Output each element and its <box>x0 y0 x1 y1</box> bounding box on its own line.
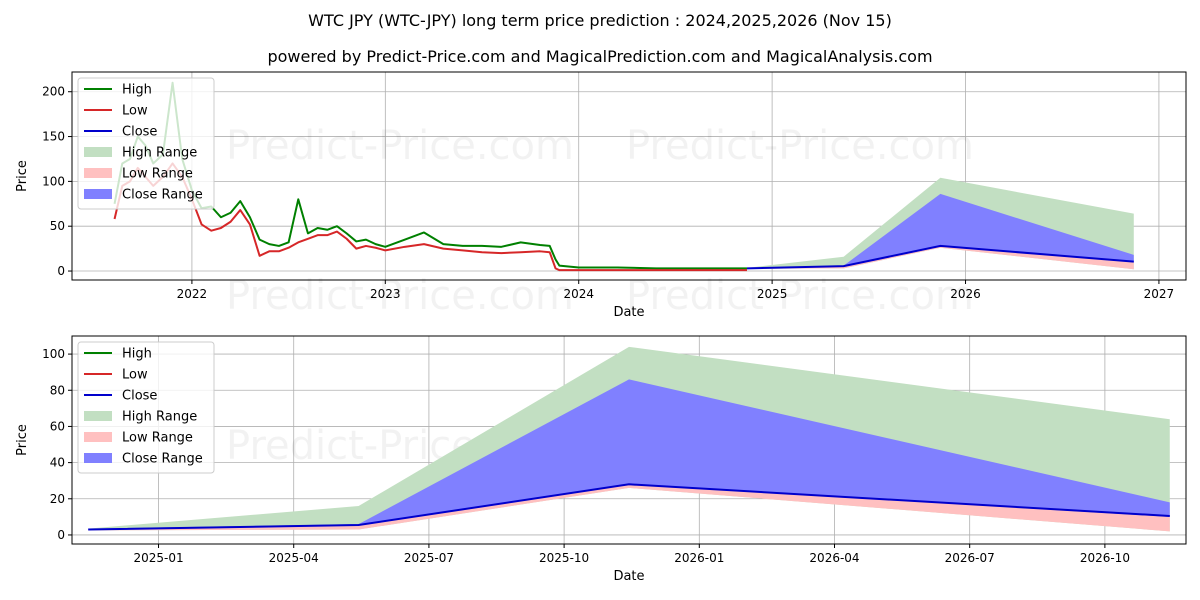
legend-label: Low <box>122 368 148 383</box>
chart-subtitle: powered by Predict-Price.com and Magical… <box>267 47 932 66</box>
x-tick-label: 2026 <box>950 287 981 301</box>
x-tick-label: 2026-04 <box>809 551 859 565</box>
x-tick-label: 2023 <box>370 287 401 301</box>
legend-label: Close <box>122 125 157 140</box>
chart-title: WTC JPY (WTC-JPY) long term price predic… <box>308 11 892 30</box>
bottom-panel: Predict-Price.comPredict-Price.com2025-0… <box>15 335 1187 584</box>
legend-label: Low Range <box>122 431 193 446</box>
top-panel: Predict-Price.com Predict-Price.com Predic… <box>15 71 1187 320</box>
legend-label: High Range <box>122 146 197 161</box>
y-tick-label: 0 <box>57 528 65 542</box>
x-tick-label: 2026-01 <box>674 551 724 565</box>
x-tick-label: 2025 <box>757 287 788 301</box>
x-axis-label: Date <box>613 305 644 320</box>
x-tick-label: 2026-10 <box>1080 551 1130 565</box>
x-tick-label: 2024 <box>563 287 594 301</box>
x-tick-label: 2025-01 <box>133 551 183 565</box>
plot-frame <box>71 71 1187 281</box>
legend-swatch <box>84 189 112 199</box>
y-tick-label: 40 <box>50 456 65 470</box>
legend-label: Close <box>122 389 157 404</box>
low-range-area <box>88 484 1170 532</box>
x-axis-label: Date <box>613 569 644 584</box>
x-tick-label: 2025-10 <box>539 551 589 565</box>
low-range-area <box>746 245 1134 270</box>
legend-label: Close Range <box>122 452 203 467</box>
legend-label: High Range <box>122 410 197 425</box>
legend-swatch <box>84 453 112 463</box>
legend-swatch <box>84 432 112 442</box>
close-range-area <box>88 379 1170 530</box>
x-tick-label: 2022 <box>177 287 208 301</box>
watermark-text: Predict-Price.com <box>626 273 974 319</box>
x-tick-label: 2025-07 <box>404 551 454 565</box>
y-tick-label: 50 <box>50 219 65 233</box>
y-tick-label: 20 <box>50 492 65 506</box>
legend-label: Low <box>122 104 148 119</box>
legend: High Low Close High Range Low Range Close Ran… <box>77 77 215 210</box>
close-line <box>88 483 1170 531</box>
legend-swatch <box>84 411 112 421</box>
legend-swatch <box>84 147 112 157</box>
close-line <box>746 244 1134 270</box>
y-axis-label: Price <box>15 424 30 456</box>
legend-label: High <box>122 347 152 362</box>
legend-swatch <box>84 168 112 178</box>
watermark-text: Predict-Price.com <box>226 273 574 319</box>
y-tick-label: 150 <box>42 130 65 144</box>
x-tick-label: 2026-07 <box>945 551 995 565</box>
legend-label: High <box>122 83 152 98</box>
close-range-area <box>746 193 1134 269</box>
y-axis-label: Price <box>15 160 30 192</box>
y-tick-label: 80 <box>50 383 65 397</box>
watermark-text: Predict-Price.com <box>226 123 574 169</box>
y-tick-label: 0 <box>57 264 65 278</box>
plot-frame <box>71 335 1187 545</box>
x-tick-label: 2025-04 <box>269 551 319 565</box>
x-tick-label: 2027 <box>1144 287 1175 301</box>
y-tick-label: 100 <box>42 347 65 361</box>
legend-label: Close Range <box>122 188 203 203</box>
legend: High Low Close High Range Low Range Close Ran… <box>77 341 215 474</box>
watermark-text: Predict-Price.com <box>626 123 974 169</box>
y-tick-label: 100 <box>42 174 65 188</box>
legend-label: Low Range <box>122 167 193 182</box>
y-tick-label: 200 <box>42 85 65 99</box>
y-tick-label: 60 <box>50 419 65 433</box>
